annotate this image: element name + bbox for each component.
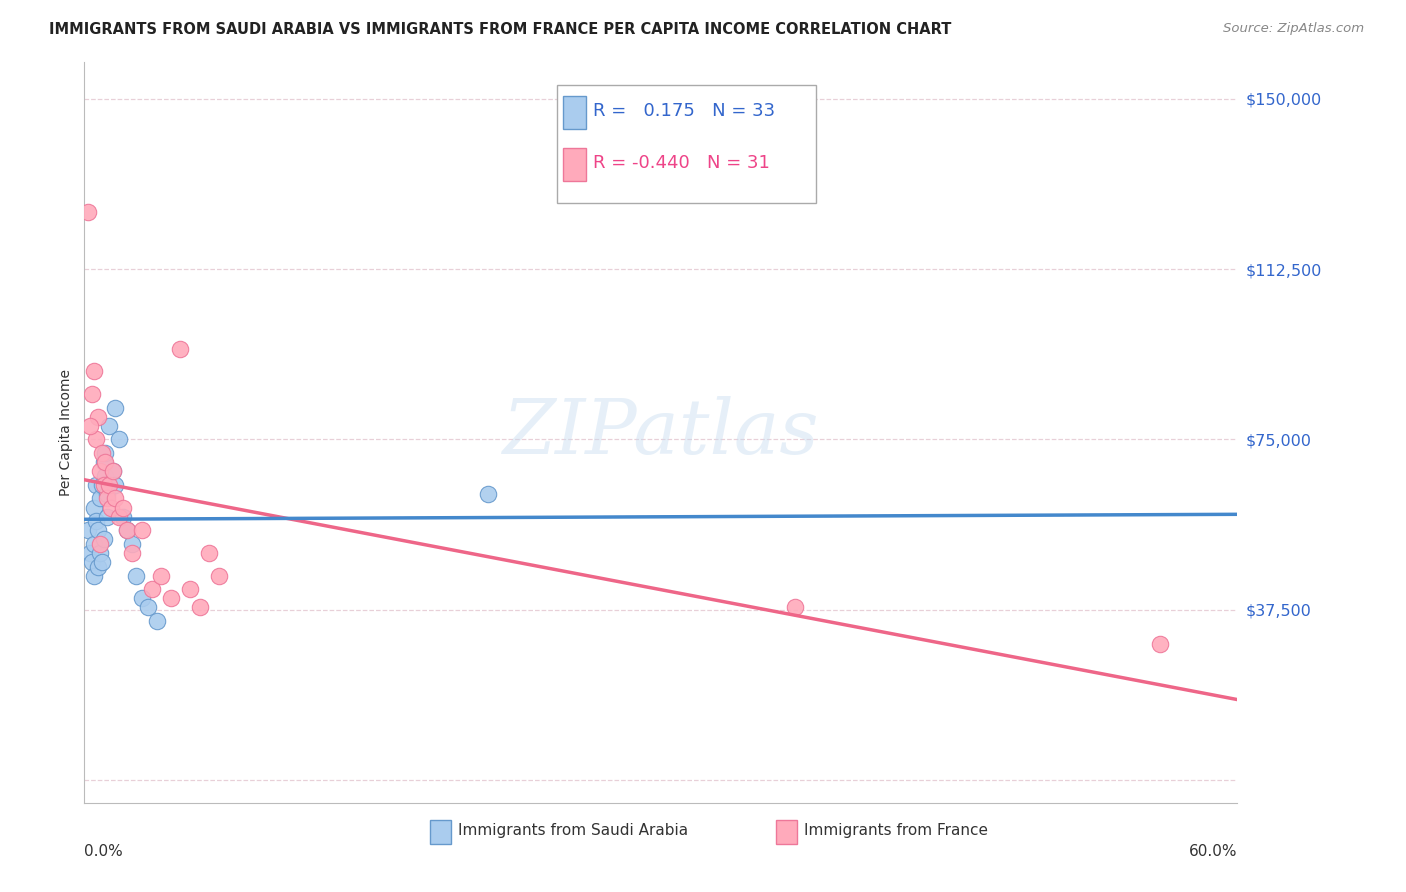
Point bbox=[169, 342, 191, 356]
Point bbox=[104, 401, 127, 415]
Point bbox=[188, 600, 211, 615]
Point bbox=[115, 523, 138, 537]
Point bbox=[89, 546, 111, 560]
Point bbox=[121, 537, 143, 551]
Point bbox=[93, 455, 115, 469]
Point bbox=[141, 582, 163, 597]
Point bbox=[96, 487, 118, 501]
Point bbox=[198, 546, 221, 560]
Text: R =   0.175   N = 33: R = 0.175 N = 33 bbox=[593, 102, 775, 120]
Point bbox=[785, 600, 807, 615]
Point bbox=[208, 568, 231, 582]
Point bbox=[131, 523, 153, 537]
Y-axis label: Per Capita Income: Per Capita Income bbox=[59, 369, 73, 496]
Point bbox=[1149, 637, 1171, 651]
Point bbox=[96, 509, 118, 524]
Point bbox=[84, 514, 107, 528]
Point bbox=[83, 568, 105, 582]
Text: Source: ZipAtlas.com: Source: ZipAtlas.com bbox=[1223, 22, 1364, 36]
Bar bbox=[557, 85, 817, 203]
Point bbox=[131, 591, 153, 606]
Point bbox=[89, 491, 111, 506]
Point bbox=[83, 364, 105, 378]
Point bbox=[77, 523, 100, 537]
Point bbox=[98, 418, 121, 433]
Point bbox=[83, 537, 105, 551]
Point bbox=[136, 600, 159, 615]
Point bbox=[87, 559, 110, 574]
Point bbox=[150, 568, 173, 582]
Point bbox=[90, 478, 112, 492]
Point bbox=[94, 446, 117, 460]
Bar bbox=[776, 820, 797, 844]
Point bbox=[111, 509, 134, 524]
Point bbox=[87, 523, 110, 537]
Point bbox=[103, 464, 124, 478]
Text: ZIPatlas: ZIPatlas bbox=[502, 396, 820, 469]
Text: 0.0%: 0.0% bbox=[84, 844, 124, 858]
Point bbox=[87, 409, 110, 424]
Point bbox=[83, 500, 105, 515]
Point bbox=[89, 464, 111, 478]
Point bbox=[90, 446, 112, 460]
Point bbox=[146, 614, 169, 628]
Point bbox=[98, 478, 121, 492]
Point bbox=[100, 500, 122, 515]
Text: 60.0%: 60.0% bbox=[1189, 844, 1237, 858]
Point bbox=[84, 478, 107, 492]
Point bbox=[79, 546, 101, 560]
Point bbox=[90, 555, 112, 569]
Point bbox=[93, 478, 115, 492]
Point bbox=[79, 418, 101, 433]
Point bbox=[115, 523, 138, 537]
Point bbox=[108, 433, 131, 447]
Text: Immigrants from France: Immigrants from France bbox=[804, 822, 988, 838]
Point bbox=[111, 500, 134, 515]
Point bbox=[103, 464, 124, 478]
Point bbox=[477, 487, 499, 501]
Point bbox=[94, 468, 117, 483]
Point bbox=[77, 205, 100, 219]
Point bbox=[160, 591, 183, 606]
Point bbox=[121, 546, 143, 560]
Text: Immigrants from Saudi Arabia: Immigrants from Saudi Arabia bbox=[458, 822, 688, 838]
Point bbox=[93, 533, 115, 547]
Point bbox=[125, 568, 148, 582]
Point bbox=[104, 491, 127, 506]
Point bbox=[84, 433, 107, 447]
Point bbox=[80, 387, 103, 401]
Text: R = -0.440   N = 31: R = -0.440 N = 31 bbox=[593, 153, 769, 171]
Point bbox=[94, 455, 117, 469]
Bar bbox=[562, 147, 586, 181]
Point bbox=[96, 491, 118, 506]
Point bbox=[108, 509, 131, 524]
Point bbox=[80, 555, 103, 569]
Text: IMMIGRANTS FROM SAUDI ARABIA VS IMMIGRANTS FROM FRANCE PER CAPITA INCOME CORRELA: IMMIGRANTS FROM SAUDI ARABIA VS IMMIGRAN… bbox=[49, 22, 952, 37]
Point bbox=[179, 582, 201, 597]
Point bbox=[89, 537, 111, 551]
Point bbox=[104, 478, 127, 492]
Bar bbox=[430, 820, 451, 844]
Bar bbox=[562, 95, 586, 129]
